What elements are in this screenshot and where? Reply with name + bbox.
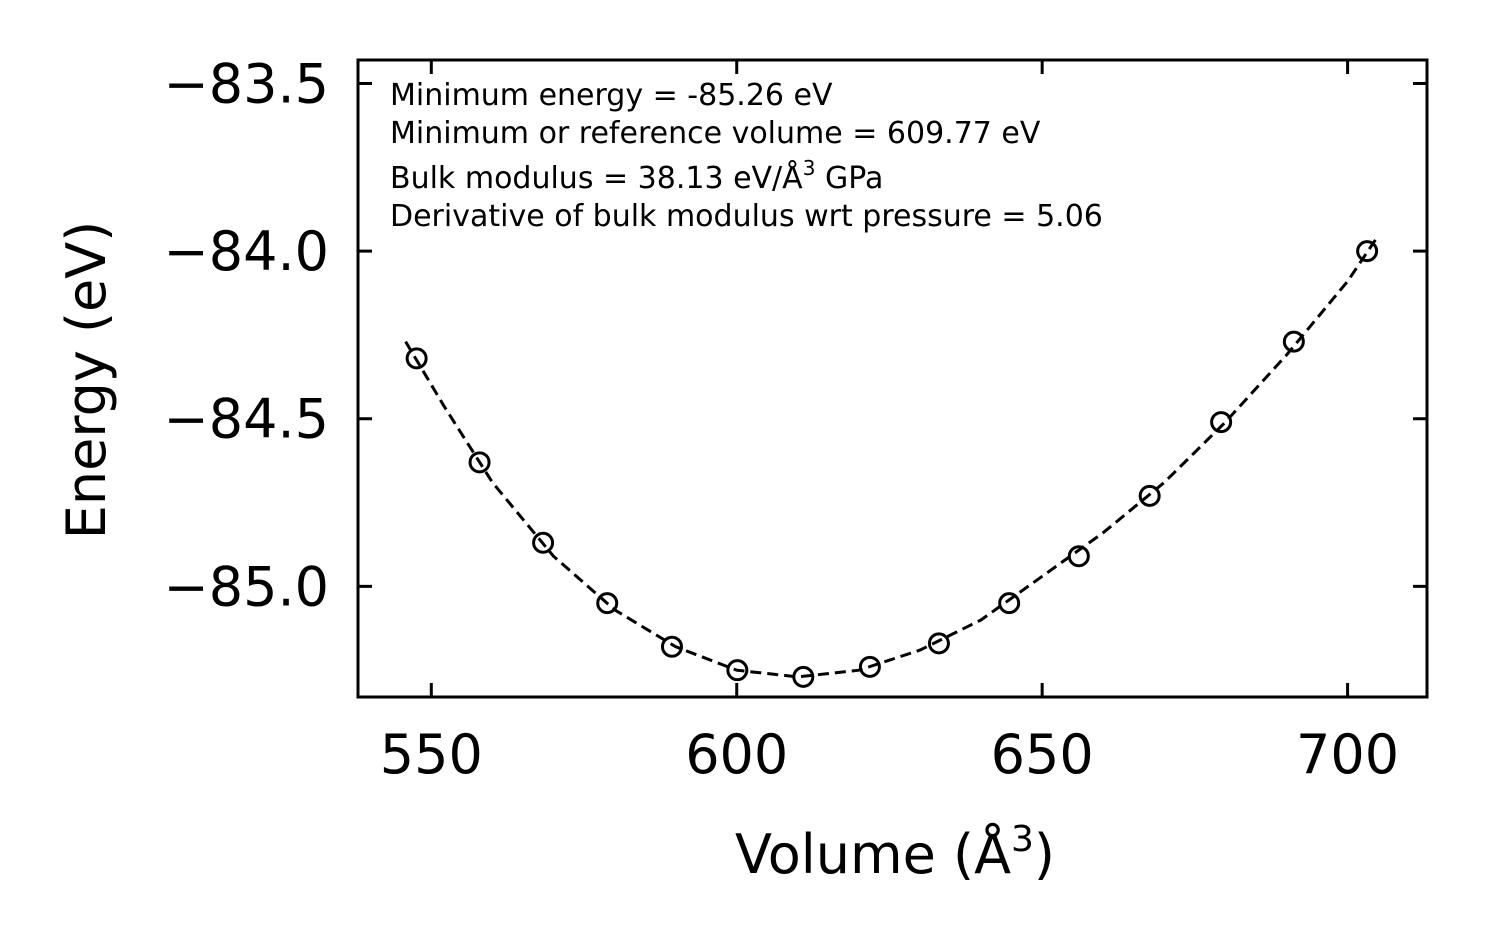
- annotation-line: Minimum energy = -85.26 eV: [390, 78, 833, 113]
- data-point: [726, 659, 749, 682]
- x-tick-label: 600: [685, 723, 788, 786]
- data-point: [858, 655, 881, 678]
- x-tick-label: 650: [991, 723, 1094, 786]
- plot-area: [356, 58, 1429, 699]
- data-point: [1282, 330, 1305, 353]
- data-point: [1138, 484, 1161, 507]
- data-point: [596, 592, 619, 615]
- y-tick-label: −84.5: [164, 388, 329, 451]
- data-point: [660, 635, 683, 658]
- annotation-line: Bulk modulus = 38.13 eV/Å3 GPa: [390, 156, 883, 196]
- data-point: [1067, 545, 1090, 568]
- y-tick-label: −85.0: [164, 555, 329, 618]
- x-axis-label: Volume (Å3): [735, 819, 1055, 886]
- data-point: [1210, 411, 1233, 434]
- x-tick-label: 700: [1296, 723, 1399, 786]
- y-tick-label: −84.0: [164, 220, 329, 283]
- x-tick-label: 550: [380, 723, 483, 786]
- data-point: [792, 665, 815, 688]
- annotation-line: Derivative of bulk modulus wrt pressure …: [390, 199, 1103, 234]
- data-point: [532, 531, 555, 554]
- data-point: [998, 592, 1021, 615]
- data-point: [927, 632, 950, 655]
- y-axis-label: Energy (eV): [55, 221, 118, 540]
- fit-line: [404, 236, 1379, 679]
- y-tick-label: −83.5: [164, 52, 329, 115]
- data-point: [1356, 240, 1379, 263]
- data-point: [405, 347, 428, 370]
- x-axis-label-main: Volume (Å: [735, 822, 1011, 886]
- data-points-layer: [405, 240, 1379, 688]
- x-axis-label-sup: 3: [1011, 819, 1034, 860]
- ticks-layer: 550 600 650 700 −83.5 −84.0 −84.5 −85.0: [164, 52, 1427, 786]
- data-point: [468, 451, 491, 474]
- x-axis-label-end: ): [1034, 823, 1055, 886]
- plot-frame: [356, 58, 1429, 699]
- fit-curve-layer: [404, 236, 1379, 679]
- annotation-line: Minimum or reference volume = 609.77 eV: [390, 116, 1041, 151]
